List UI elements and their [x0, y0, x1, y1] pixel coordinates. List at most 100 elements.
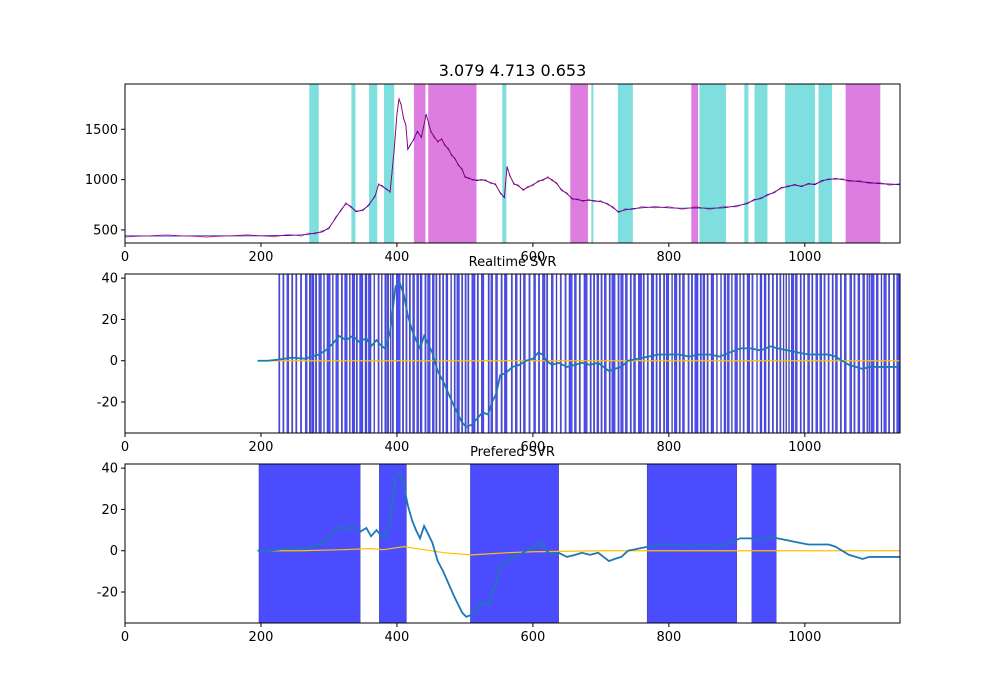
realtime-signal-bar-71: [568, 274, 573, 433]
realtime-panel: Realtime SVR 0 200 400 600 800 1000 -20 0 20 40: [97, 255, 901, 455]
price-axes-frame: [124, 83, 901, 244]
realtime-x-tick-label-5: 1000: [788, 440, 821, 455]
prefered-axes: 0 200 400 600 800 1000 -20 0 20 40: [97, 462, 901, 645]
prefered-panel: Prefered SVR 0 200 400 600 800 1000 -20 0 20 40: [97, 445, 901, 645]
price-span-7: [570, 84, 588, 243]
realtime-y-tick-label-0: -20: [97, 396, 118, 411]
realtime-signal-bar-33: [408, 274, 411, 433]
prefered-series-layer: [257, 470, 900, 618]
prefered-signal-line: [257, 470, 900, 618]
realtime-signal-bar-142: [857, 274, 861, 433]
realtime-signal-bar-29: [391, 274, 394, 433]
price-x-tick-label-1: 200: [249, 250, 274, 265]
realtime-signal-bar-130: [807, 274, 810, 433]
realtime-signal-bar-131: [811, 274, 814, 433]
realtime-title: Realtime SVR: [469, 255, 557, 270]
prefered-x-tick-label-0: 0: [121, 630, 129, 645]
realtime-signal-bar-5: [300, 274, 302, 433]
price-span-9: [617, 84, 633, 243]
realtime-signal-bar-79: [604, 274, 607, 433]
price-x-tick-label-2: 400: [385, 250, 410, 265]
realtime-signal-bar-138: [839, 274, 842, 433]
realtime-signal-bar-8: [311, 274, 315, 433]
realtime-x-tick-label-2: 400: [385, 440, 410, 455]
realtime-signal-bar-21: [364, 274, 368, 433]
prefered-baseline-line: [257, 545, 900, 556]
realtime-signal-bar-41: [438, 274, 441, 433]
realtime-signal-bar-152: [896, 274, 900, 433]
realtime-signal-bar-58: [510, 274, 513, 433]
realtime-signal-bar-89: [646, 274, 649, 433]
realtime-signal-bar-9: [315, 274, 317, 433]
realtime-signal-bar-95: [671, 274, 673, 433]
realtime-signal-bar-110: [731, 274, 733, 433]
realtime-signal-bar-141: [853, 274, 856, 433]
realtime-signal-bar-23: [373, 274, 376, 433]
realtime-signal-bar-114: [746, 274, 750, 433]
realtime-signal-bar-151: [893, 274, 895, 433]
realtime-signal-bar-24: [377, 274, 380, 433]
realtime-signal-bar-51: [476, 274, 479, 433]
price-span-4: [413, 84, 426, 243]
realtime-y-tick-label-1: 0: [110, 354, 118, 369]
price-span-0: [309, 84, 319, 243]
realtime-signal-bar-49: [467, 274, 470, 433]
realtime-signal-bar-25: [381, 274, 383, 433]
realtime-signal-line: [257, 280, 900, 428]
price-span-16: [845, 84, 881, 243]
realtime-signal-bar-68: [555, 274, 558, 433]
realtime-signal-bar-18: [351, 274, 355, 433]
realtime-bar-layer: [278, 274, 900, 433]
realtime-signal-bar-16: [344, 274, 348, 433]
realtime-signal-bar-139: [844, 274, 847, 433]
realtime-signal-bar-54: [490, 274, 493, 433]
price-span-3: [384, 84, 395, 243]
prefered-x-tick-label-1: 200: [249, 630, 274, 645]
realtime-signal-bar-94: [665, 274, 670, 433]
realtime-signal-bar-143: [862, 274, 865, 433]
realtime-signal-bar-76: [593, 274, 595, 433]
realtime-signal-bar-140: [849, 274, 852, 433]
realtime-signal-bar-45: [453, 274, 456, 433]
realtime-signal-bar-123: [782, 274, 785, 433]
realtime-signal-bar-101: [694, 274, 699, 433]
price-x-tick-label-0: 0: [121, 250, 129, 265]
realtime-signal-bar-20: [359, 274, 364, 433]
realtime-signal-bar-111: [734, 274, 738, 433]
realtime-signal-bar-38: [427, 274, 431, 433]
realtime-signal-bar-4: [295, 274, 298, 433]
realtime-signal-bar-103: [702, 274, 706, 433]
realtime-signal-bar-31: [402, 274, 404, 433]
realtime-signal-bar-102: [699, 274, 702, 433]
realtime-signal-bar-135: [827, 274, 830, 433]
realtime-signal-bar-121: [776, 274, 778, 433]
realtime-signal-bar-87: [638, 274, 642, 433]
prefered-signal-bar-1: [379, 464, 407, 623]
realtime-signal-bar-48: [464, 274, 467, 433]
prefered-signal-bar-3: [646, 464, 738, 623]
realtime-axes-frame: [124, 273, 901, 434]
realtime-signal-bar-36: [419, 274, 423, 433]
realtime-x-tick-label-3: 600: [520, 440, 545, 455]
realtime-signal-bar-0: [278, 274, 281, 433]
realtime-signal-bar-149: [883, 274, 887, 433]
realtime-signal-bar-100: [691, 274, 693, 433]
realtime-signal-bar-66: [546, 274, 549, 433]
price-axes: 0 200 400 600 800 1000 500 1000 1500: [85, 83, 901, 265]
realtime-signal-bar-62: [528, 274, 531, 433]
prefered-signal-bar-4: [751, 464, 777, 623]
prefered-y-tick-label-2: 20: [101, 503, 118, 518]
realtime-signal-bar-120: [771, 274, 774, 433]
price-series-overlay-0: [125, 97, 900, 238]
realtime-signal-bar-132: [815, 274, 818, 433]
realtime-signal-bar-122: [779, 274, 782, 433]
realtime-signal-bar-145: [868, 274, 870, 433]
prefered-signal-bar-2: [470, 464, 559, 623]
realtime-signal-bar-117: [759, 274, 763, 433]
realtime-signal-bar-1: [282, 274, 285, 433]
realtime-signal-bar-75: [589, 274, 592, 433]
price-series-layer: [125, 97, 900, 238]
realtime-signal-bar-98: [682, 274, 685, 433]
price-span-layer: [309, 84, 881, 243]
realtime-x-tick-label-4: 800: [656, 440, 681, 455]
